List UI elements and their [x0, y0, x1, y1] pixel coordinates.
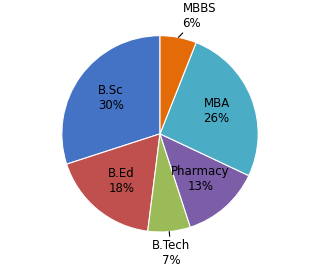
Wedge shape: [160, 134, 249, 227]
Wedge shape: [67, 134, 160, 231]
Wedge shape: [160, 36, 196, 134]
Text: MBA
26%: MBA 26%: [204, 97, 230, 125]
Wedge shape: [160, 43, 258, 176]
Text: B.Sc
30%: B.Sc 30%: [98, 84, 124, 112]
Text: MBBS
6%: MBBS 6%: [178, 2, 216, 37]
Wedge shape: [148, 134, 190, 232]
Text: Pharmacy
13%: Pharmacy 13%: [171, 165, 229, 193]
Text: B.Tech
7%: B.Tech 7%: [152, 232, 190, 267]
Text: B.Ed
18%: B.Ed 18%: [108, 167, 135, 195]
Wedge shape: [62, 36, 160, 164]
